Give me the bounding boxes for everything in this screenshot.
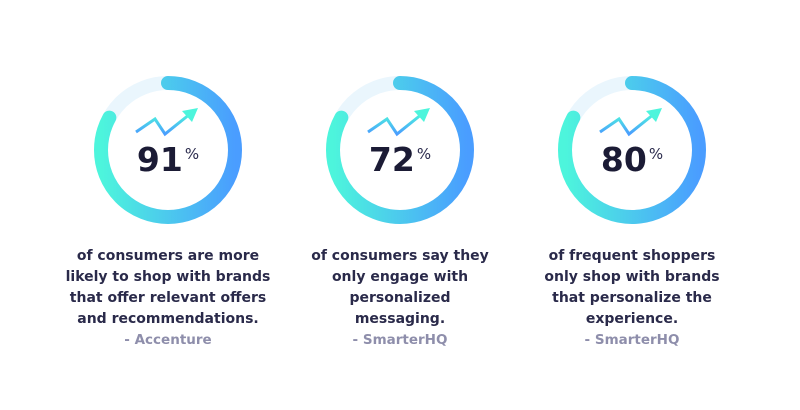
stat-value: 80% bbox=[600, 140, 664, 179]
stat-value: 72% bbox=[368, 140, 432, 179]
progress-ring bbox=[326, 76, 474, 224]
description-line: messaging. bbox=[354, 311, 446, 327]
ring-arc bbox=[558, 76, 706, 224]
description-line: only engage with bbox=[331, 269, 469, 285]
ring-arc bbox=[326, 76, 474, 224]
trend-up-arrow-icon bbox=[599, 108, 662, 137]
stat-description: of consumers are more likely to shop with… bbox=[50, 246, 286, 351]
ring-arc bbox=[94, 76, 242, 224]
description-line: personalized bbox=[349, 290, 451, 306]
stat-source: - SmarterHQ bbox=[352, 332, 448, 348]
percent-sign: % bbox=[648, 145, 664, 163]
description-line: of frequent shoppers bbox=[548, 248, 716, 264]
stat-description: of consumers say they only engage with per… bbox=[282, 246, 518, 351]
percent-sign: % bbox=[416, 145, 432, 163]
stat-value: 91% bbox=[136, 140, 200, 179]
description-line: only shop with brands bbox=[544, 269, 720, 285]
trend-up-arrow-icon bbox=[367, 108, 430, 137]
stat-description: of frequent shoppers only shop with brand… bbox=[514, 246, 750, 351]
description-line: of consumers say they bbox=[311, 248, 489, 264]
progress-ring bbox=[94, 76, 242, 224]
description-line: likely to shop with brands bbox=[65, 269, 271, 285]
description-line: experience. bbox=[585, 311, 679, 327]
percent-sign: % bbox=[184, 145, 200, 163]
description-line: of consumers are more bbox=[76, 248, 260, 264]
description-line: that personalize the bbox=[552, 290, 712, 306]
description-line: and recommendations. bbox=[77, 311, 259, 327]
stat-card: 80% of frequent shoppers only shop with b… bbox=[514, 0, 746, 410]
description-line: that offer relevant offers bbox=[69, 290, 267, 306]
progress-ring bbox=[558, 76, 706, 224]
trend-up-arrow-icon bbox=[135, 108, 198, 137]
stat-source: - Accenture bbox=[124, 332, 212, 348]
stat-card: 72% of consumers say they only engage wit… bbox=[282, 0, 514, 410]
stat-card: 91% of consumers are more likely to shop … bbox=[50, 0, 282, 410]
stat-source: - SmarterHQ bbox=[584, 332, 680, 348]
